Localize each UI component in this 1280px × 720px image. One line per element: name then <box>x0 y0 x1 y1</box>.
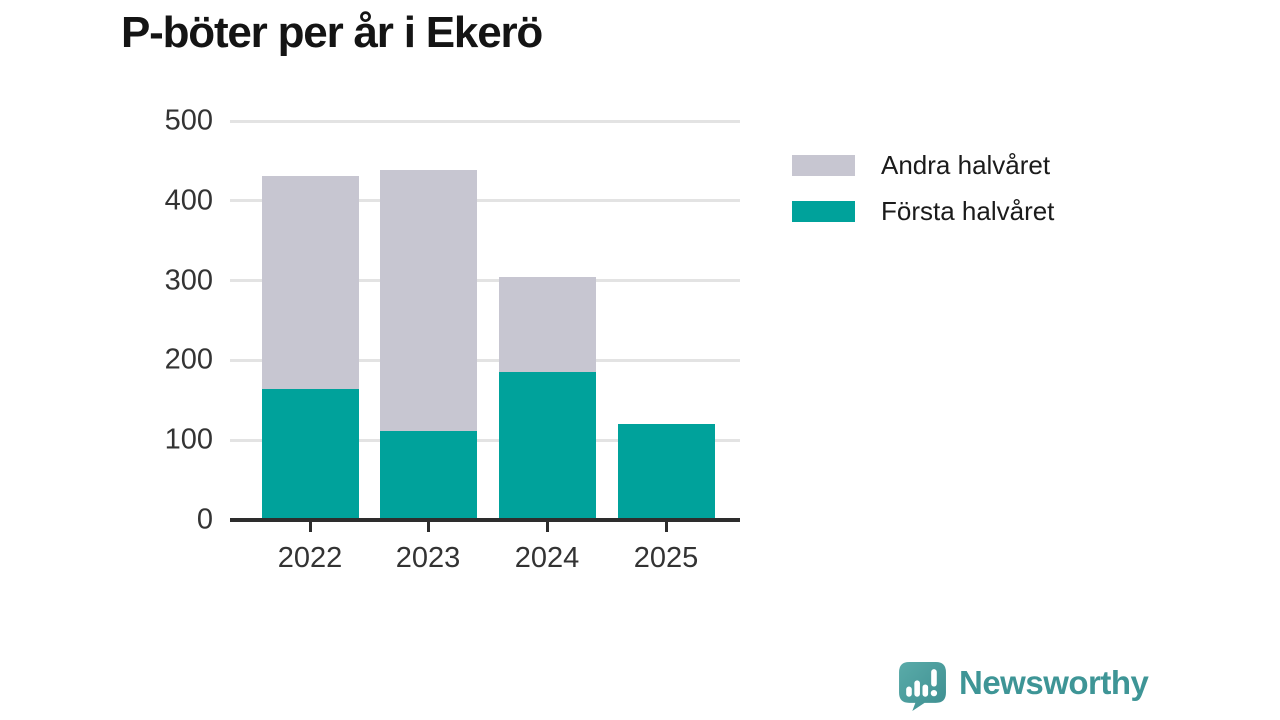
legend-item-forsta-halvaret: Första halvåret <box>792 196 1054 226</box>
x-tick-label-2022: 2022 <box>277 542 343 574</box>
x-axis-labels: 2022 2023 2024 2025 <box>230 542 740 578</box>
x-axis-line <box>230 518 740 522</box>
plot-area <box>230 119 740 532</box>
legend-swatch-andra-halvaret <box>792 154 855 176</box>
bar-2023-andra-halvåret <box>379 170 477 431</box>
y-tick-label: 100 <box>164 423 213 456</box>
x-tick-2024 <box>545 522 549 532</box>
legend-swatch-forsta-halvaret <box>792 200 855 222</box>
x-tick-2025 <box>664 522 668 532</box>
y-tick-label: 200 <box>164 343 213 376</box>
legend-label: Andra halvåret <box>881 149 1051 180</box>
bar-2022-andra-halvåret <box>261 176 359 390</box>
y-tick-label: 0 <box>196 503 213 536</box>
x-tick-label-2023: 2023 <box>395 542 461 574</box>
x-tick-2023 <box>426 522 430 532</box>
bar-2024-första-halvåret <box>498 371 596 520</box>
newsworthy-logo-icon <box>899 662 946 711</box>
bar-2023-första-halvåret <box>379 430 477 520</box>
bar-2024-andra-halvåret <box>498 277 596 372</box>
bar-2022-första-halvåret <box>261 389 359 520</box>
gridline-y300 <box>230 279 740 283</box>
y-tick-label: 300 <box>164 264 213 297</box>
legend-label: Första halvåret <box>881 195 1055 226</box>
gridline-y100 <box>230 438 740 442</box>
y-axis-labels: 0 100 200 300 400 500 <box>100 105 213 536</box>
brand-footer: Newsworthy <box>897 660 1149 711</box>
legend: Andra halvåret Första halvåret <box>792 150 1054 226</box>
brand-wordmark: Newsworthy <box>959 663 1149 701</box>
gridline-y400 <box>230 199 740 203</box>
x-tick-2022 <box>308 522 312 532</box>
bar-2025-första-halvåret <box>617 424 715 520</box>
y-tick-label: 500 <box>164 104 213 137</box>
x-tick-label-2024: 2024 <box>514 542 580 574</box>
legend-item-andra-halvaret: Andra halvåret <box>792 150 1054 180</box>
y-tick-label: 400 <box>164 184 213 217</box>
x-tick-label-2025: 2025 <box>633 542 699 574</box>
chart-title: P-böter per år i Ekerö <box>121 8 543 57</box>
gridline-y200 <box>230 358 740 362</box>
gridline-y500 <box>230 119 740 123</box>
